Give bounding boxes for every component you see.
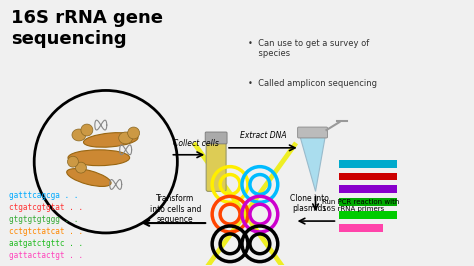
Text: ctgatcgtgtat . .: ctgatcgtgtat . . [9, 203, 83, 212]
FancyBboxPatch shape [339, 224, 383, 232]
Text: cctgtctatcat . .: cctgtctatcat . . [9, 227, 83, 236]
Ellipse shape [72, 129, 86, 141]
FancyBboxPatch shape [339, 173, 397, 181]
Text: Extract DNA: Extract DNA [240, 131, 287, 140]
Text: •  Can use to get a survey of
    species: • Can use to get a survey of species [248, 39, 369, 59]
Ellipse shape [83, 133, 138, 147]
FancyBboxPatch shape [205, 132, 227, 144]
FancyBboxPatch shape [339, 198, 397, 206]
Text: Run PCR reaction with
16S rRNA primers: Run PCR reaction with 16S rRNA primers [321, 199, 399, 212]
FancyBboxPatch shape [298, 127, 328, 138]
Ellipse shape [75, 162, 86, 173]
Ellipse shape [68, 150, 129, 166]
Ellipse shape [67, 156, 78, 167]
Text: gattactactgt . .: gattactactgt . . [9, 251, 83, 260]
Text: gtgtgtgtggg . .: gtgtgtgtggg . . [9, 215, 79, 224]
Text: •  Called amplicon sequencing: • Called amplicon sequencing [248, 78, 377, 88]
Text: gatttcagcga . .: gatttcagcga . . [9, 191, 79, 200]
Text: 16S rRNA gene
sequencing: 16S rRNA gene sequencing [11, 9, 164, 48]
Ellipse shape [128, 127, 139, 139]
Text: Collect cells: Collect cells [173, 139, 219, 148]
FancyBboxPatch shape [339, 160, 397, 168]
Ellipse shape [67, 169, 111, 186]
Polygon shape [300, 135, 326, 191]
Text: Clone into
plasmids: Clone into plasmids [290, 194, 329, 213]
FancyBboxPatch shape [339, 211, 397, 219]
FancyBboxPatch shape [339, 185, 397, 193]
Text: aatgatctgttc . .: aatgatctgttc . . [9, 239, 83, 248]
FancyBboxPatch shape [206, 138, 226, 191]
Ellipse shape [81, 124, 93, 136]
Ellipse shape [118, 132, 133, 144]
Text: Transform
into cells and
sequence: Transform into cells and sequence [150, 194, 201, 224]
